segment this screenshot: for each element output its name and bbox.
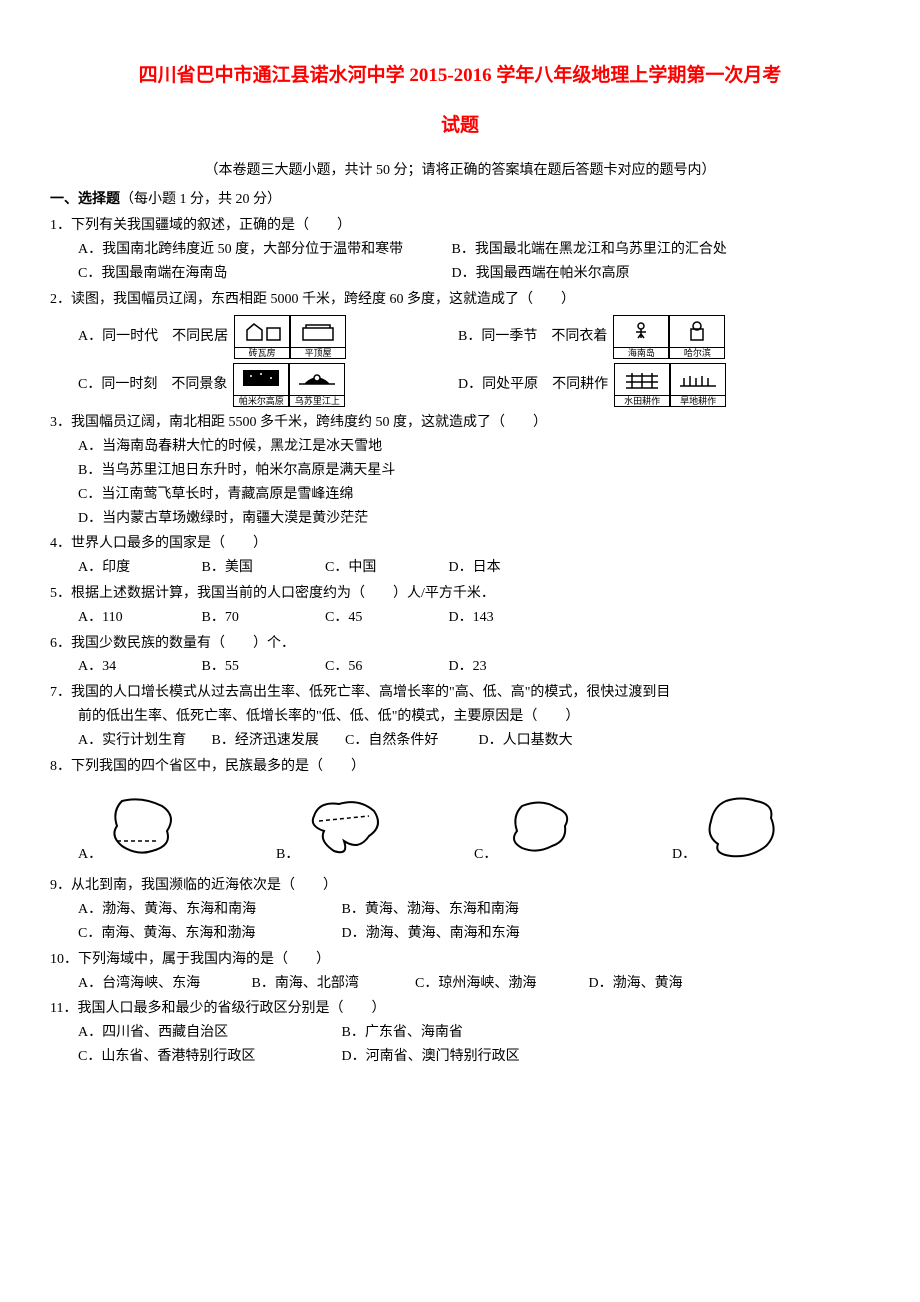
question-11: 11．我国人口最多和最少的省级行政区分别是（ ） A．四川省、西藏自治区 B．广… [50,997,870,1068]
page-title: 四川省巴中市通江县诺水河中学 2015-2016 学年八年级地理上学期第一次月考 [50,60,870,92]
q2-img-c: 帕米尔高原 乌苏里江上 [233,363,345,407]
q1-opt-b: B．我国最北端在黑龙江和乌苏里江的汇合处 [452,242,727,257]
q10-opt-d: D．渤海、黄海 [589,976,683,991]
page-subtitle: 试题 [50,110,870,142]
summer-person-icon [614,316,668,348]
q4-opt-b: B．美国 [202,556,322,580]
q4-opt-a: A．印度 [78,556,198,580]
q7-opt-d: D．人口基数大 [479,729,573,753]
q6-stem: 6．我国少数民族的数量有（ ）个． [50,632,870,656]
q10-opt-c: C．琼州海峡、渤海 [415,972,585,996]
paper-info: （本卷题三大题小题，共计 50 分；请将正确的答案填在题后答题卡对应的题号内） [50,159,870,183]
q5-opt-a: A．110 [78,606,198,630]
q9-opt-a: A．渤海、黄海、东海和南海 [78,898,338,922]
q1-opt-c: C．我国最南端在海南岛 [78,262,448,286]
section-1-label: 一、选择题 [50,192,120,207]
q9-opt-d: D．渤海、黄海、南海和东海 [342,926,520,941]
q2-img-d: 水田耕作 旱地耕作 [614,363,726,407]
q1-opt-a: A．我国南北跨纬度近 50 度，大部分位于温带和寒带 [78,238,448,262]
q8-stem: 8．下列我国的四个省区中，民族最多的是（ ） [50,755,870,779]
paddy-icon [615,364,669,396]
question-9: 9．从北到南，我国濒临的近海依次是（ ） A．渤海、黄海、东海和南海 B．黄海、… [50,874,870,945]
q3-opt-b: B．当乌苏里江旭日东升时，帕米尔高原是满天星斗 [50,459,870,483]
q1-stem: 1．下列有关我国疆域的叙述，正确的是（ ） [50,214,870,238]
winter-person-icon [670,316,724,348]
question-10: 10．下列海域中，属于我国内海的是（ ） A．台湾海峡、东海 B．南海、北部湾 … [50,948,870,996]
q10-opt-b: B．南海、北部湾 [252,972,412,996]
q6-opt-d: D．23 [449,655,569,679]
q8-opt-a: A． [78,843,102,867]
province-map-c [497,786,597,866]
q6-opt-a: A．34 [78,655,198,679]
q10-opt-a: A．台湾海峡、东海 [78,972,248,996]
sunrise-icon [290,364,344,396]
q11-opt-d: D．河南省、澳门特别行政区 [342,1049,520,1064]
section-1-score: （每小题 1 分，共 20 分） [120,192,281,207]
question-8: 8．下列我国的四个省区中，民族最多的是（ ） A． B． C． D． [50,755,870,867]
q5-opt-d: D．143 [449,606,569,630]
q2-opt-a: A．同一时代 不同民居 [78,325,228,349]
q7-stem1: 7．我国的人口增长模式从过去高出生率、低死亡率、高增长率的"高、低、高"的模式，… [50,681,870,705]
province-map-d [696,786,796,866]
q6-opt-b: B．55 [202,655,322,679]
question-6: 6．我国少数民族的数量有（ ）个． A．34 B．55 C．56 D．23 [50,632,870,680]
q8-opt-c: C． [474,843,497,867]
q11-opt-c: C．山东省、香港特别行政区 [78,1045,338,1069]
q4-opt-d: D．日本 [449,556,569,580]
q7-opt-b: B．经济迅速发展 [212,729,342,753]
night-icon [234,364,288,396]
q11-opt-b: B．广东省、海南省 [342,1025,463,1040]
q8-opt-b: B． [276,843,299,867]
q9-opt-b: B．黄海、渤海、东海和南海 [342,902,519,917]
q2-opt-b: B．同一季节 不同衣着 [458,325,607,349]
q9-stem: 9．从北到南，我国濒临的近海依次是（ ） [50,874,870,898]
question-7: 7．我国的人口增长模式从过去高出生率、低死亡率、高增长率的"高、低、高"的模式，… [50,681,870,752]
q7-stem2: 前的低出生率、低死亡率、低增长率的"低、低、低"的模式，主要原因是（ ） [50,705,870,729]
q9-opt-c: C．南海、黄海、东海和渤海 [78,922,338,946]
question-2: 2．读图，我国幅员辽阔，东西相距 5000 千米，跨经度 60 多度，这就造成了… [50,288,870,408]
question-3: 3．我国幅员辽阔，南北相距 5500 多千米，跨纬度约 50 度，这就造成了（ … [50,411,870,530]
q10-stem: 10．下列海域中，属于我国内海的是（ ） [50,948,870,972]
dryland-icon [671,364,725,396]
q2-opt-c: C．同一时刻 不同景象 [78,373,227,397]
q8-opt-d: D． [672,843,696,867]
q7-opt-c: C．自然条件好 [345,729,475,753]
question-4: 4．世界人口最多的国家是（ ） A．印度 B．美国 C．中国 D．日本 [50,532,870,580]
q3-stem: 3．我国幅员辽阔，南北相距 5500 多千米，跨纬度约 50 度，这就造成了（ … [50,411,870,435]
q7-opt-a: A．实行计划生育 [78,729,208,753]
province-map-b [299,786,399,866]
q11-stem: 11．我国人口最多和最少的省级行政区分别是（ ） [50,997,870,1021]
q11-opt-a: A．四川省、西藏自治区 [78,1021,338,1045]
q2-stem: 2．读图，我国幅员辽阔，东西相距 5000 千米，跨经度 60 多度，这就造成了… [50,288,870,312]
q5-opt-c: C．45 [325,606,445,630]
section-1-header: 一、选择题（每小题 1 分，共 20 分） [50,188,870,212]
q2-opt-d: D．同处平原 不同耕作 [458,373,608,397]
flat-roof-icon [291,316,345,348]
q1-opt-d: D．我国最西端在帕米尔高原 [452,266,630,281]
q3-opt-c: C．当江南莺飞草长时，青藏高原是雪峰连绵 [50,483,870,507]
q5-opt-b: B．70 [202,606,322,630]
q6-opt-c: C．56 [325,655,445,679]
house-icon [235,316,289,348]
question-5: 5．根据上述数据计算，我国当前的人口密度约为（ ）人/平方千米． A．110 B… [50,582,870,630]
question-1: 1．下列有关我国疆域的叙述，正确的是（ ） A．我国南北跨纬度近 50 度，大部… [50,214,870,285]
q4-opt-c: C．中国 [325,556,445,580]
q3-opt-a: A．当海南岛春耕大忙的时候，黑龙江是冰天雪地 [50,435,870,459]
q5-stem: 5．根据上述数据计算，我国当前的人口密度约为（ ）人/平方千米． [50,582,870,606]
province-map-a [102,786,202,866]
q2-img-a: 砖瓦房 平顶屋 [234,315,346,359]
q2-img-b: 海南岛 哈尔滨 [613,315,725,359]
q4-stem: 4．世界人口最多的国家是（ ） [50,532,870,556]
q3-opt-d: D．当内蒙古草场嫩绿时，南疆大漠是黄沙茫茫 [50,507,870,531]
